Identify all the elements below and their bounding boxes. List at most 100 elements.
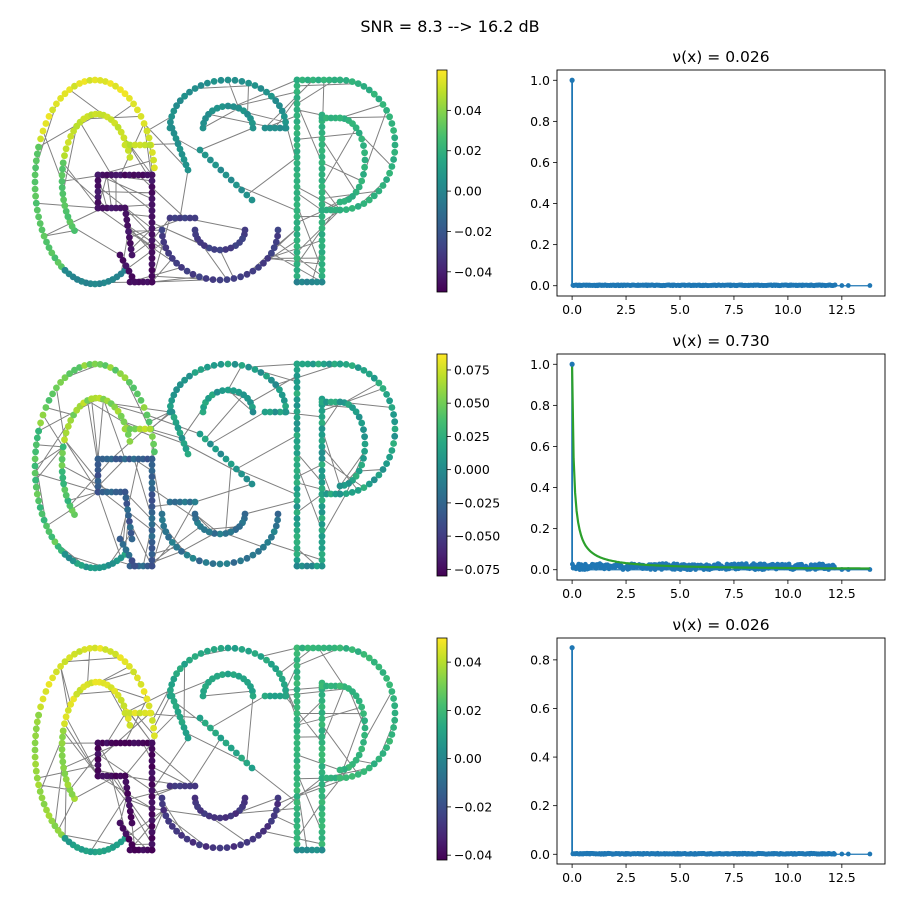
graph-node — [91, 644, 99, 652]
graph-node — [210, 78, 218, 85]
graph-node — [318, 467, 326, 474]
graph-node — [299, 76, 306, 84]
graph-node — [121, 488, 129, 496]
graph-node — [336, 682, 344, 690]
graph-node — [360, 426, 367, 433]
graph-node — [148, 213, 156, 221]
graph-node — [342, 774, 350, 781]
graph-node — [168, 692, 176, 700]
graph-node — [148, 805, 156, 812]
graph-node — [165, 533, 173, 541]
graph-node — [186, 88, 193, 96]
graph-node — [140, 120, 148, 127]
graph-node — [263, 656, 270, 664]
graph-node — [45, 113, 53, 120]
graph-node — [140, 404, 148, 411]
graph-node — [293, 159, 301, 167]
y-tick-label: 0.6 — [530, 701, 550, 716]
graph-node — [249, 124, 257, 132]
colorbar-tick-label: 0.00 — [454, 751, 482, 766]
graph-node — [266, 692, 274, 700]
graph-node — [318, 538, 326, 546]
graph-node — [176, 665, 184, 673]
graph-node — [238, 362, 246, 369]
graph-node — [124, 431, 132, 438]
graph-node — [148, 816, 156, 824]
graph-node — [238, 78, 246, 85]
graph-node — [318, 526, 326, 534]
graph-node — [131, 709, 139, 717]
graph-node — [318, 828, 326, 836]
graph-node — [224, 360, 232, 368]
graph-node — [171, 498, 179, 506]
graph-node — [318, 479, 326, 486]
graph-node — [167, 402, 174, 410]
graph-node — [148, 538, 156, 546]
graph-node — [249, 835, 257, 843]
graph-node — [64, 497, 72, 505]
x-tick-label: 7.5 — [724, 870, 744, 885]
graph-node — [70, 411, 77, 419]
graph-node — [170, 675, 178, 683]
graph-node — [391, 702, 399, 710]
graph-node — [352, 692, 360, 700]
y-tick-label: 0.6 — [530, 155, 550, 170]
graph-node — [173, 543, 181, 551]
graph-node — [318, 550, 326, 558]
graph-node — [149, 149, 156, 156]
graph-node — [94, 199, 102, 206]
graph-node — [209, 560, 217, 567]
graph-node — [293, 521, 301, 528]
graph-node — [37, 135, 44, 143]
graph-node — [131, 562, 139, 570]
colorbar-row-0: 0.04 0.02 0.00 −0.02 −0.04 — [436, 69, 492, 293]
graph-node — [325, 644, 333, 652]
x-tick-label: 7.5 — [724, 302, 744, 317]
graph-node — [217, 734, 225, 742]
graph-node — [38, 794, 46, 802]
graph-node — [383, 675, 390, 682]
graph-node — [61, 486, 69, 494]
graph-node — [261, 692, 269, 700]
graph-node — [278, 675, 286, 683]
graph-node — [120, 134, 128, 142]
graph-node — [318, 822, 326, 830]
graph-node — [336, 360, 344, 368]
graph-node — [230, 387, 238, 394]
y-tick-label: 0.0 — [530, 847, 550, 862]
graph-node — [268, 376, 275, 384]
graph-node — [318, 846, 326, 854]
y-tick-label: 0.8 — [530, 114, 550, 129]
graph-node — [197, 82, 205, 89]
graph-node — [360, 484, 368, 491]
graph-node — [140, 688, 148, 695]
graph-node — [146, 425, 154, 433]
graph-node — [358, 135, 366, 143]
graph-node — [293, 822, 301, 830]
graph-node — [60, 196, 67, 204]
graph-nodes — [31, 76, 399, 288]
graph-node — [178, 434, 186, 442]
graph-node — [263, 372, 270, 380]
graph-node — [219, 671, 226, 678]
graph-node — [32, 483, 40, 491]
graph-node — [272, 381, 280, 389]
graph-node — [216, 276, 224, 284]
graph-node — [31, 753, 39, 761]
graph-node — [81, 78, 88, 85]
colorbar-tick-label: 0.000 — [454, 462, 490, 477]
graph-node — [293, 183, 301, 191]
graph-node — [233, 181, 240, 189]
graph-node — [71, 650, 78, 658]
plot-frame — [556, 637, 886, 865]
graph-node — [67, 133, 75, 140]
graph-node — [293, 479, 301, 487]
graph-node — [293, 769, 301, 777]
graph-node — [293, 402, 301, 409]
graph-node — [293, 171, 301, 179]
graph-node — [276, 102, 283, 110]
graph-node — [94, 182, 102, 190]
graph-node — [293, 715, 301, 723]
graph-node — [160, 806, 168, 814]
